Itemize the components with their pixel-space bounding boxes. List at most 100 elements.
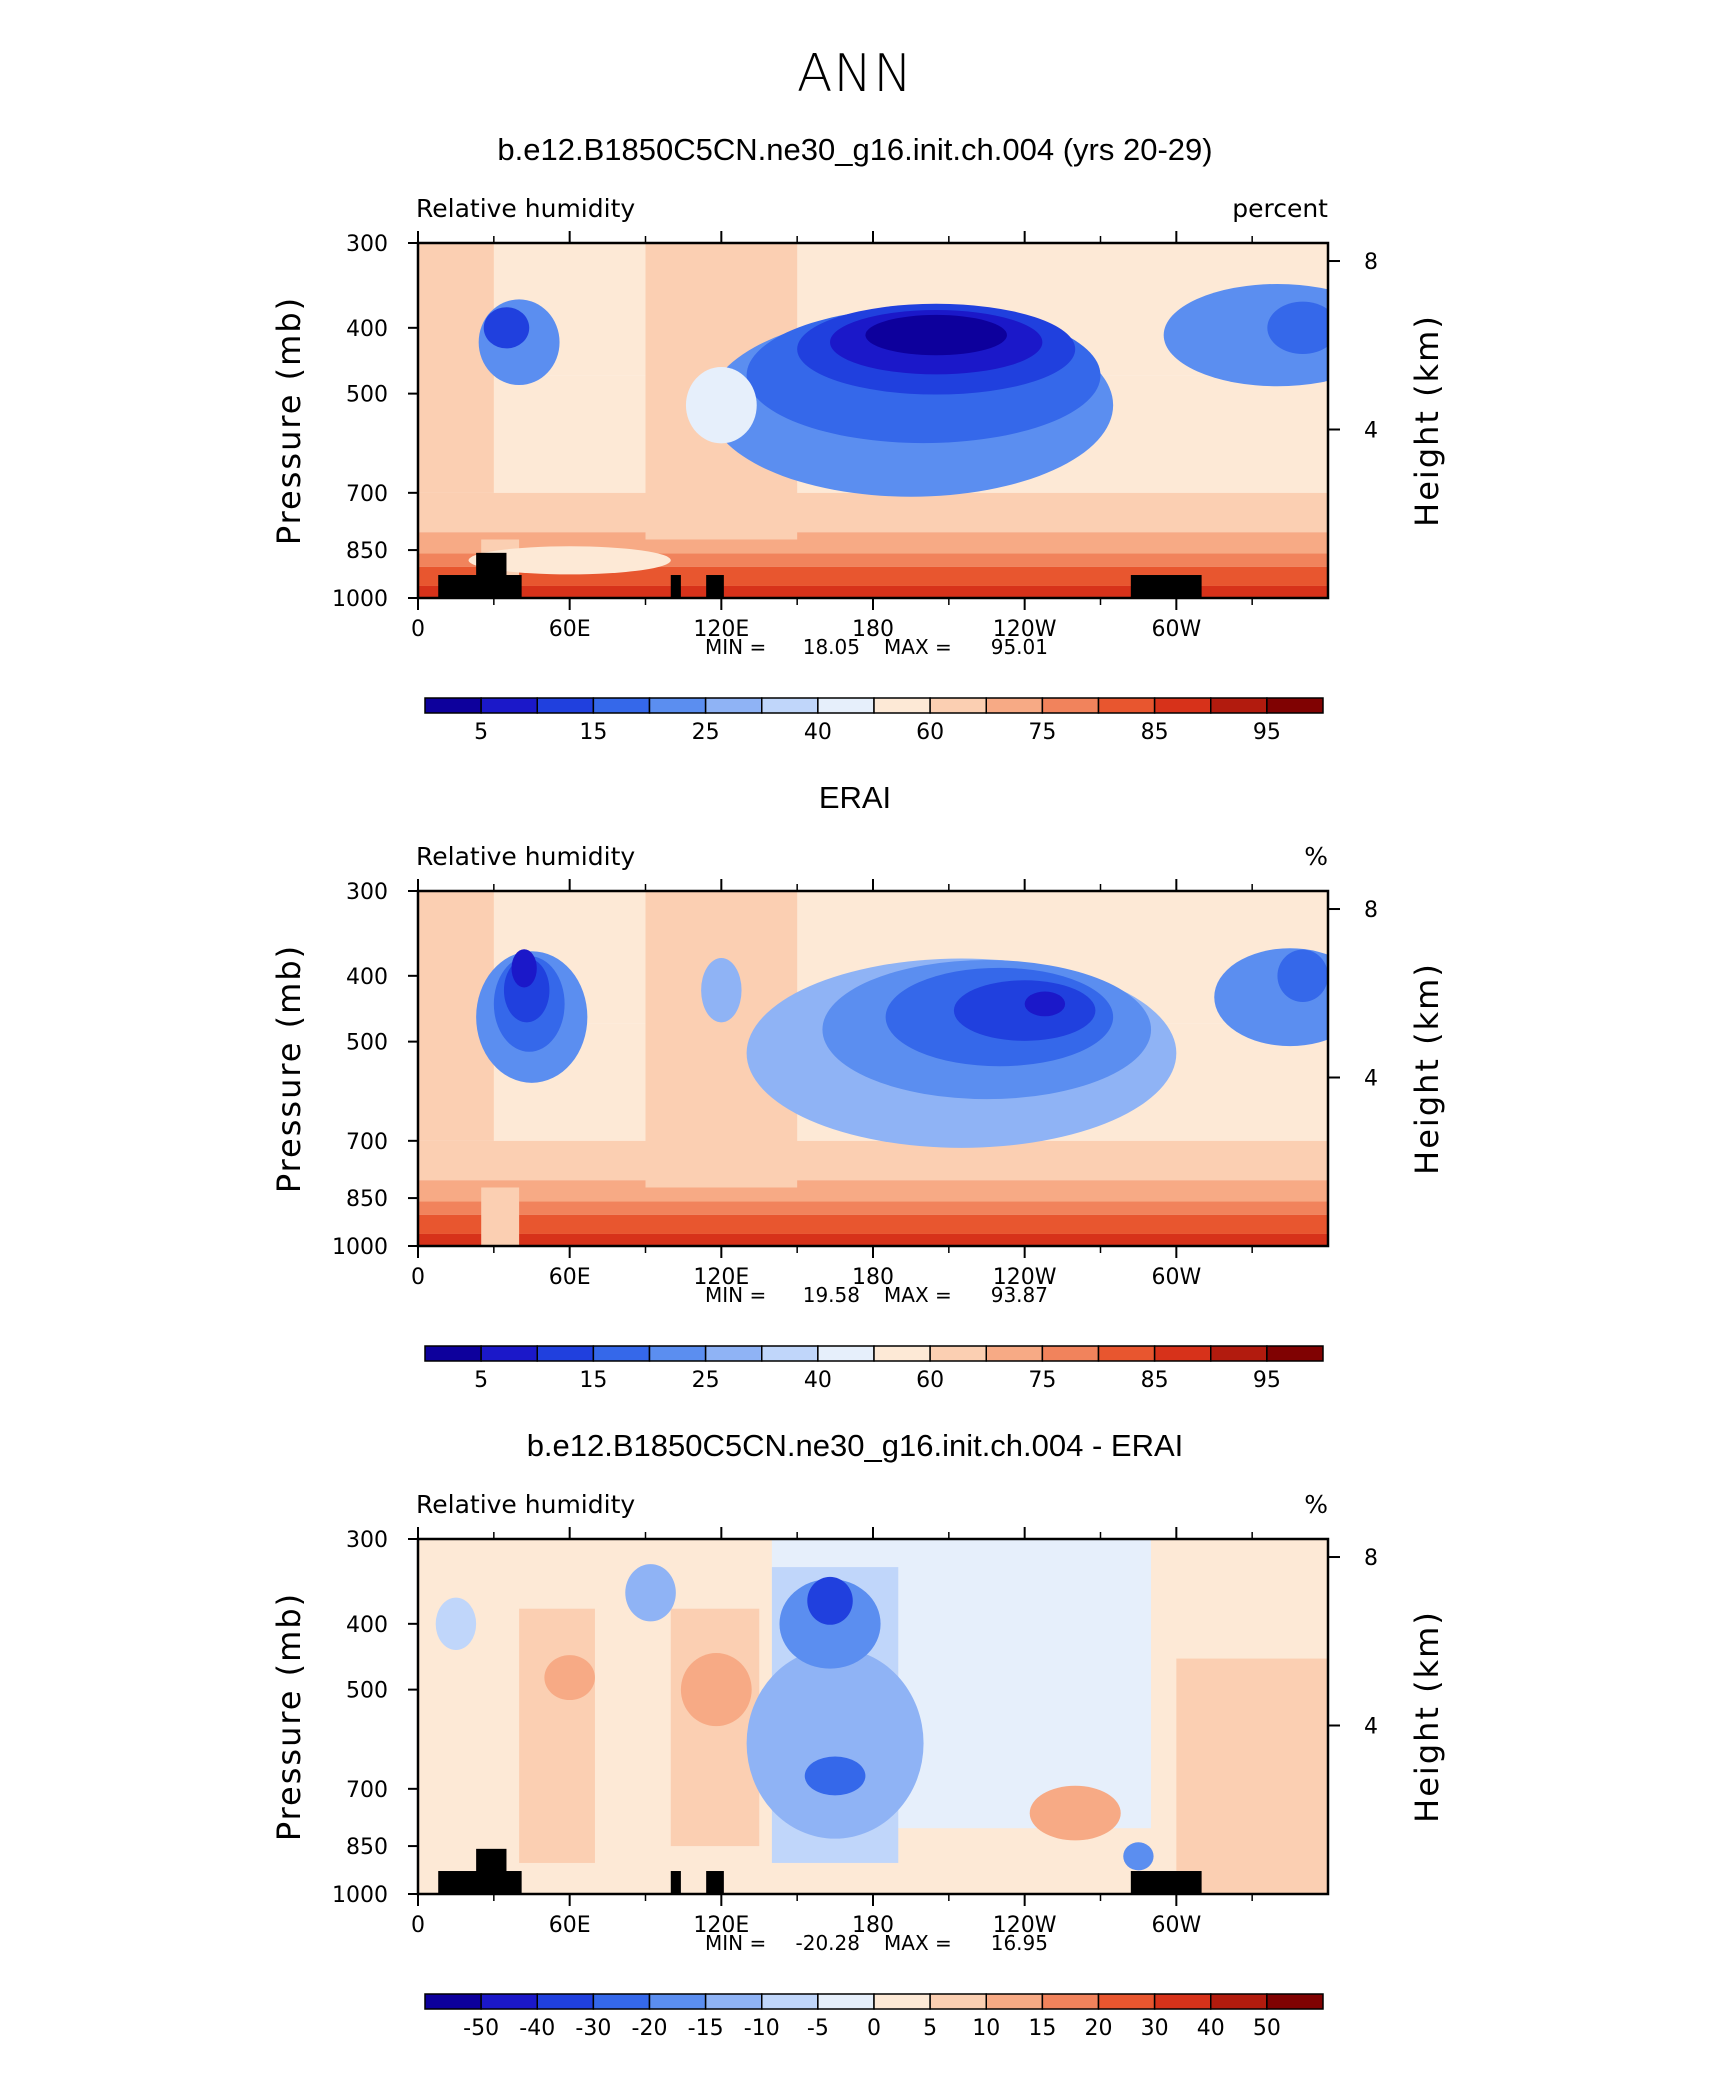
field-band bbox=[418, 243, 494, 493]
x-tick-label: 60W bbox=[1151, 1265, 1201, 1290]
colorbar-swatch bbox=[1266, 1993, 1324, 2010]
panel-chart: 0 60E 120E 180 120W 60W 300 400 500 700 850 1000 8 4 R… bbox=[270, 842, 1446, 1393]
colorbar-swatch bbox=[1153, 697, 1212, 714]
colorbar-label: 10 bbox=[972, 2016, 1000, 2041]
variable-label: Relative humidity bbox=[416, 842, 635, 871]
field-contour bbox=[435, 1597, 477, 1650]
field-band bbox=[418, 585, 1328, 598]
units-label: % bbox=[1304, 842, 1328, 871]
colorbar-label: 15 bbox=[579, 1368, 607, 1393]
y-tick-label: 500 bbox=[346, 1679, 388, 1704]
colorbar-label: 15 bbox=[579, 720, 607, 745]
colorbar-swatch bbox=[1097, 697, 1156, 714]
colorbar-swatch bbox=[761, 1345, 819, 1362]
x-tick-label: 60W bbox=[1151, 1913, 1201, 1938]
x-tick-label: 120W bbox=[993, 1913, 1057, 1938]
colorbar-label: 25 bbox=[692, 1368, 720, 1393]
panel-title: b.e12.B1850C5CN.ne30_g16.init.ch.004 (yr… bbox=[497, 132, 1213, 167]
colorbar-swatch bbox=[761, 697, 819, 714]
x-tick-label: 180 bbox=[852, 1913, 894, 1938]
colorbar-label: 0 bbox=[867, 2016, 881, 2041]
figure-title: ANN bbox=[796, 44, 914, 104]
y-tick-label: 700 bbox=[346, 1130, 388, 1155]
colorbar-label: 25 bbox=[692, 720, 720, 745]
field-band bbox=[670, 1608, 760, 1847]
terrain-block bbox=[476, 552, 507, 598]
height-tick-label: 4 bbox=[1364, 1067, 1378, 1092]
colorbar-label: 95 bbox=[1253, 720, 1281, 745]
colorbar-label: -5 bbox=[807, 2016, 829, 2041]
x-tick-label: 120E bbox=[693, 617, 749, 642]
colorbar-label: 75 bbox=[1028, 1368, 1056, 1393]
terrain-block bbox=[706, 1871, 724, 1894]
max-label: MAX = bbox=[884, 635, 952, 659]
y-axis-title: Pressure (mb) bbox=[270, 1592, 308, 1841]
min-value: 19.58 bbox=[803, 1283, 860, 1307]
x-tick-label: 120W bbox=[993, 1265, 1057, 1290]
colorbar-swatch bbox=[648, 1345, 707, 1362]
field-contour bbox=[1024, 991, 1066, 1017]
colorbar-swatch bbox=[873, 697, 931, 714]
field-contour bbox=[701, 958, 742, 1023]
colorbar-swatch bbox=[592, 1993, 651, 2010]
colorbar-swatch bbox=[648, 1993, 707, 2010]
field-band bbox=[418, 1201, 1328, 1215]
y-axis-title-right: Height (km) bbox=[1408, 962, 1446, 1175]
terrain-block bbox=[670, 1871, 681, 1894]
x-tick-label: 60W bbox=[1151, 617, 1201, 642]
field-contour bbox=[544, 1655, 595, 1701]
colorbar-swatch bbox=[480, 1345, 538, 1362]
colorbar-swatch bbox=[1210, 697, 1268, 714]
colorbar-label: 50 bbox=[1253, 2016, 1281, 2041]
y-tick-label: 500 bbox=[346, 1031, 388, 1056]
field-band bbox=[418, 1233, 1328, 1246]
y-tick-label: 300 bbox=[346, 1528, 388, 1553]
colorbar-swatch bbox=[1097, 1345, 1156, 1362]
plot-field bbox=[418, 243, 1328, 598]
units-label: percent bbox=[1232, 194, 1328, 223]
field-contour bbox=[483, 307, 530, 349]
colorbar-swatch bbox=[1041, 1993, 1100, 2010]
terrain-block bbox=[670, 575, 681, 598]
colorbar-label: 5 bbox=[474, 720, 488, 745]
panel-chart: 0 60E 120E 180 120W 60W 300 400 500 700 850 1000 8 4 R… bbox=[270, 194, 1446, 745]
terrain-block bbox=[476, 1848, 507, 1894]
field-contour bbox=[680, 1653, 752, 1727]
y-tick-label: 300 bbox=[346, 232, 388, 257]
x-tick-label: 120E bbox=[693, 1913, 749, 1938]
colorbar-label: -30 bbox=[575, 2016, 611, 2041]
y-tick-label: 400 bbox=[346, 1613, 388, 1638]
field-contour bbox=[685, 367, 757, 444]
colorbar-swatch bbox=[1153, 1993, 1212, 2010]
panel-erai: ERAI 0 60E 120E 180 120W 60W 300 400 500 700 850 10… bbox=[0, 776, 1710, 1416]
field-band bbox=[519, 1608, 595, 1863]
colorbar-swatch bbox=[873, 1345, 931, 1362]
field-contour bbox=[807, 1576, 853, 1625]
field-contour bbox=[1277, 949, 1328, 1002]
x-tick-label: 0 bbox=[411, 1265, 425, 1290]
height-tick-label: 8 bbox=[1364, 898, 1378, 923]
y-tick-label: 400 bbox=[346, 965, 388, 990]
min-label: MIN = bbox=[705, 635, 766, 659]
colorbar-label: -10 bbox=[744, 2016, 780, 2041]
y-tick-label: 850 bbox=[346, 1187, 388, 1212]
min-value: -20.28 bbox=[796, 1931, 860, 1955]
terrain-block bbox=[706, 575, 724, 598]
colorbar-swatch bbox=[1266, 697, 1324, 714]
colorbar-label: 60 bbox=[916, 1368, 944, 1393]
variable-label: Relative humidity bbox=[416, 194, 635, 223]
x-tick-label: 60E bbox=[549, 617, 591, 642]
colorbar-swatch bbox=[704, 1345, 763, 1362]
min-label: MIN = bbox=[705, 1931, 766, 1955]
x-tick-label: 60E bbox=[549, 1265, 591, 1290]
panel-title: ERAI bbox=[818, 780, 892, 815]
panel-model: b.e12.B1850C5CN.ne30_g16.init.ch.004 (yr… bbox=[0, 128, 1710, 768]
colorbar-swatch bbox=[424, 1345, 482, 1362]
colorbar-swatch bbox=[985, 697, 1044, 714]
x-tick-label: 180 bbox=[852, 617, 894, 642]
terrain-block bbox=[1130, 575, 1202, 598]
field-contour bbox=[746, 1648, 924, 1839]
field-band bbox=[418, 492, 1328, 533]
colorbar-swatch bbox=[1266, 1345, 1324, 1362]
y-axis-title: Pressure (mb) bbox=[270, 944, 308, 1193]
